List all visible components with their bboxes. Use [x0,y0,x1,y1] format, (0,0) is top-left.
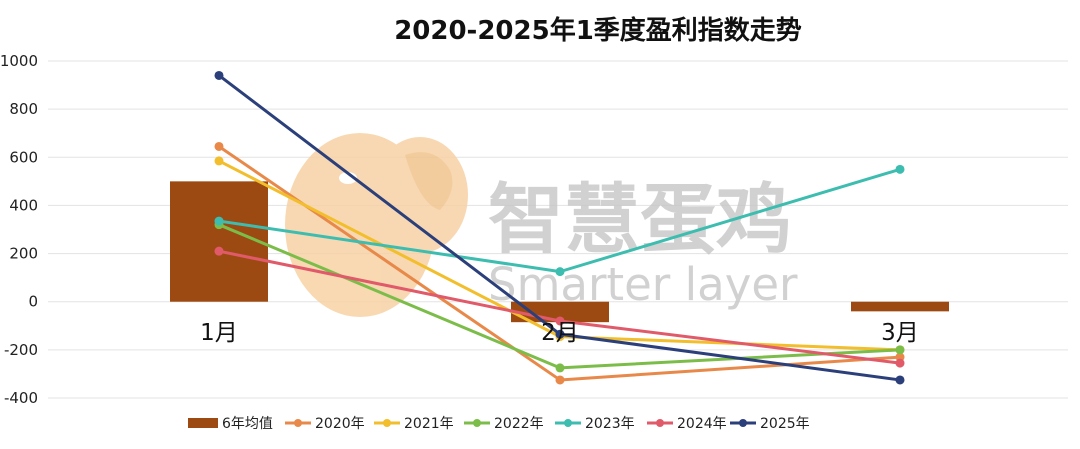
data-point [555,363,565,373]
line-layer [214,70,905,385]
legend-marker [473,419,481,427]
legend: 6年均值 2020年 2021年 2022年 2023年 2024年 2025年 [188,416,810,432]
legend-label: 2025年 [760,416,810,432]
y-axis-ticks: 1000 800 600 400 200 0 -200 -400 [0,52,38,407]
data-point [555,375,565,385]
data-point [214,216,224,226]
chart-title: 2020-2025年1季度盈利指数走势 [394,16,802,46]
y-tick-label: 800 [9,100,38,118]
data-point [895,164,905,174]
y-tick-label: 200 [9,245,38,263]
y-tick-label: 600 [9,148,38,166]
legend-label: 2023年 [585,416,635,432]
legend-marker [294,419,302,427]
x-tick-label: 2月 [541,320,579,346]
data-point [555,329,565,339]
bar-6yr-avg [851,301,949,312]
legend-marker [383,419,391,427]
data-point [555,316,565,326]
legend-label: 2022年 [494,416,544,432]
x-axis-ticks: 1月 2月 3月 [200,320,919,346]
x-tick-label: 3月 [881,320,919,346]
y-tick-label: 400 [9,196,38,214]
y-tick-label: 1000 [0,52,38,70]
data-point [214,156,224,166]
legend-label: 2021年 [404,416,454,432]
y-tick-label: 0 [28,293,38,311]
legend-marker [656,419,664,427]
data-point [895,375,905,385]
y-tick-label: -200 [4,341,38,359]
legend-marker [739,419,747,427]
data-point [895,358,905,368]
data-point [555,267,565,277]
data-point [895,345,905,355]
x-tick-label: 1月 [200,320,238,346]
legend-label: 2024年 [677,416,727,432]
bar-6yr-avg [170,181,268,302]
watermark: 智慧蛋鸡 Smarter layer [285,133,798,317]
y-tick-label: -400 [4,389,38,407]
legend-label: 2020年 [315,416,365,432]
legend-label: 6年均值 [222,416,273,432]
data-point [214,246,224,256]
data-point [214,141,224,151]
data-point [214,70,224,80]
watermark-brand-cn: 智慧蛋鸡 [488,175,792,264]
legend-swatch [188,418,218,428]
legend-marker [564,419,572,427]
